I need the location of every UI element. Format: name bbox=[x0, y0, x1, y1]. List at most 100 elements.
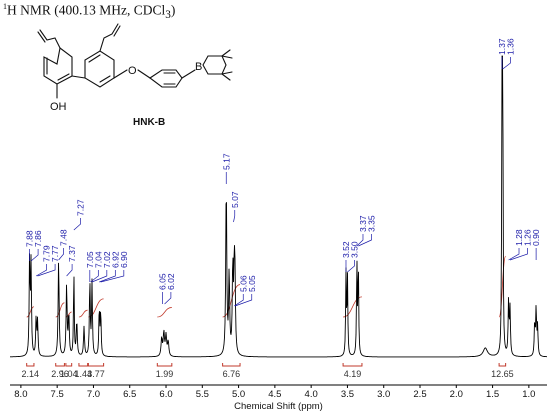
x-tick-label: 4.0 bbox=[305, 389, 318, 400]
allyl-bond bbox=[39, 29, 61, 49]
x-tick-label: 7.5 bbox=[51, 389, 64, 400]
peak-leader-line bbox=[233, 210, 236, 223]
x-axis-label: Chemical Shift (ppm) bbox=[234, 401, 323, 412]
x-tick-label: 8.0 bbox=[14, 389, 27, 400]
peak-label: 3.37 bbox=[358, 215, 368, 232]
peak-label: 6.90 bbox=[119, 251, 129, 268]
peak-leader-line bbox=[508, 248, 520, 261]
peak-label: 7.86 bbox=[33, 230, 43, 247]
pinacol-ring bbox=[202, 55, 227, 75]
isotope-superscript: 1 bbox=[3, 2, 7, 11]
peak-labels: 7.887.867.797.777.487.37 7.27 7.057.047.02… bbox=[25, 38, 541, 307]
peak-leader-line bbox=[234, 294, 253, 307]
peak-leader-line bbox=[100, 270, 125, 283]
peak-label: 1.26 bbox=[523, 229, 533, 246]
integral-value: 1.44 bbox=[75, 369, 93, 379]
integral-curve bbox=[78, 309, 88, 318]
x-tick-label: 2.0 bbox=[450, 389, 463, 400]
integral-curve bbox=[55, 302, 65, 318]
integral-curve bbox=[498, 255, 507, 318]
peak-leader-line bbox=[502, 57, 511, 70]
title-close-paren: ) bbox=[170, 2, 176, 18]
integral-bracket bbox=[498, 363, 507, 367]
peak-leader-line bbox=[58, 248, 64, 261]
integral-curve bbox=[222, 284, 241, 318]
peak-leader-line bbox=[66, 264, 73, 277]
integral-value: 12.65 bbox=[491, 369, 514, 379]
integral-value: 1.04 bbox=[60, 369, 78, 379]
integral-bracket bbox=[26, 363, 35, 367]
integral-value: 6.76 bbox=[223, 369, 241, 379]
peak-label: 3.50 bbox=[349, 241, 359, 258]
peak-leader-line bbox=[234, 294, 244, 307]
boron-label: B bbox=[195, 61, 202, 73]
x-tick-label: 7.0 bbox=[87, 389, 100, 400]
peak-label: 1.37 bbox=[497, 38, 507, 55]
allyl-double-bond bbox=[37, 31, 46, 43]
peak-leader-line bbox=[358, 234, 372, 247]
x-tick-label: 1.5 bbox=[486, 389, 499, 400]
x-ticks: 8.0 7.5 7.0 6.5 6.0 5.5 5.0 4.5 4.0 3.5 3.0 2.5 2.0 1… bbox=[14, 385, 535, 400]
peak-label: 5.17 bbox=[221, 153, 231, 170]
spectrum-line bbox=[10, 55, 547, 358]
peak-label: 7.88 bbox=[25, 230, 35, 247]
peak-leader-line bbox=[347, 260, 355, 273]
middle-ring bbox=[84, 50, 115, 88]
hydroxyl-label: OH bbox=[50, 101, 67, 113]
peak-leader-line bbox=[164, 292, 172, 305]
peak-label: 5.06 bbox=[238, 275, 248, 292]
x-tick-label: 2.5 bbox=[413, 389, 426, 400]
peak-label: 6.05 bbox=[157, 273, 167, 290]
x-tick-label: 3.0 bbox=[377, 389, 390, 400]
peak-label: 0.90 bbox=[531, 229, 541, 246]
peak-label: 7.02 bbox=[102, 251, 112, 268]
x-tick-label: 5.5 bbox=[196, 389, 209, 400]
x-tick-label: 6.5 bbox=[123, 389, 136, 400]
peak-label: 3.52 bbox=[341, 241, 351, 258]
integral-curve bbox=[26, 306, 35, 318]
integral-bracket bbox=[156, 363, 173, 367]
integral-bracket bbox=[65, 363, 73, 367]
integral-labels: 2.14 2.961.041.443.77 1.99 6.76 4.19 12.65 bbox=[22, 363, 514, 379]
integral-curves bbox=[26, 255, 507, 318]
x-tick-label: 1.0 bbox=[522, 389, 535, 400]
integral-value: 4.19 bbox=[344, 369, 362, 379]
peak-label: 7.37 bbox=[67, 245, 77, 262]
integral-bracket bbox=[55, 363, 65, 367]
integral-bracket bbox=[87, 363, 105, 367]
peak-label: 6.02 bbox=[166, 273, 176, 290]
peak-label: 1.36 bbox=[506, 38, 516, 55]
ether-oxygen-label: O bbox=[128, 65, 137, 77]
integral-curve bbox=[65, 311, 72, 318]
peak-label: 3.35 bbox=[366, 215, 376, 232]
x-tick-label: 4.5 bbox=[268, 389, 281, 400]
peak-label: 7.77 bbox=[50, 245, 60, 262]
peak-leader-line bbox=[99, 270, 116, 283]
integral-curve bbox=[157, 307, 172, 318]
peak-leader-line bbox=[73, 218, 81, 231]
peak-label: 5.05 bbox=[247, 275, 257, 292]
x-tick-label: 5.0 bbox=[232, 389, 245, 400]
peak-label: 5.07 bbox=[230, 191, 240, 208]
peak-leader-line bbox=[90, 270, 99, 283]
title-subscript: 3 bbox=[165, 9, 171, 22]
peak-leader-line bbox=[30, 249, 39, 262]
integral-value: 2.14 bbox=[22, 369, 40, 379]
compound-label: HNK-B bbox=[133, 117, 165, 128]
peak-leader-line bbox=[37, 264, 56, 277]
phenol-ring bbox=[43, 47, 73, 85]
peak-label: 7.04 bbox=[93, 251, 103, 268]
peak-label: 1.28 bbox=[514, 229, 524, 246]
x-tick-label: 6.0 bbox=[159, 389, 172, 400]
integral-value: 2.96 bbox=[51, 369, 69, 379]
peak-leader-line bbox=[35, 264, 47, 277]
peak-label: 7.79 bbox=[42, 245, 52, 262]
integral-bracket bbox=[342, 363, 363, 367]
integral-bracket bbox=[78, 363, 89, 367]
peak-label: 7.27 bbox=[76, 199, 86, 216]
peak-leader-line bbox=[356, 234, 364, 247]
title-text: H NMR (400.13 MHz, CDCl bbox=[7, 2, 166, 18]
peak-label: 6.92 bbox=[110, 251, 120, 268]
